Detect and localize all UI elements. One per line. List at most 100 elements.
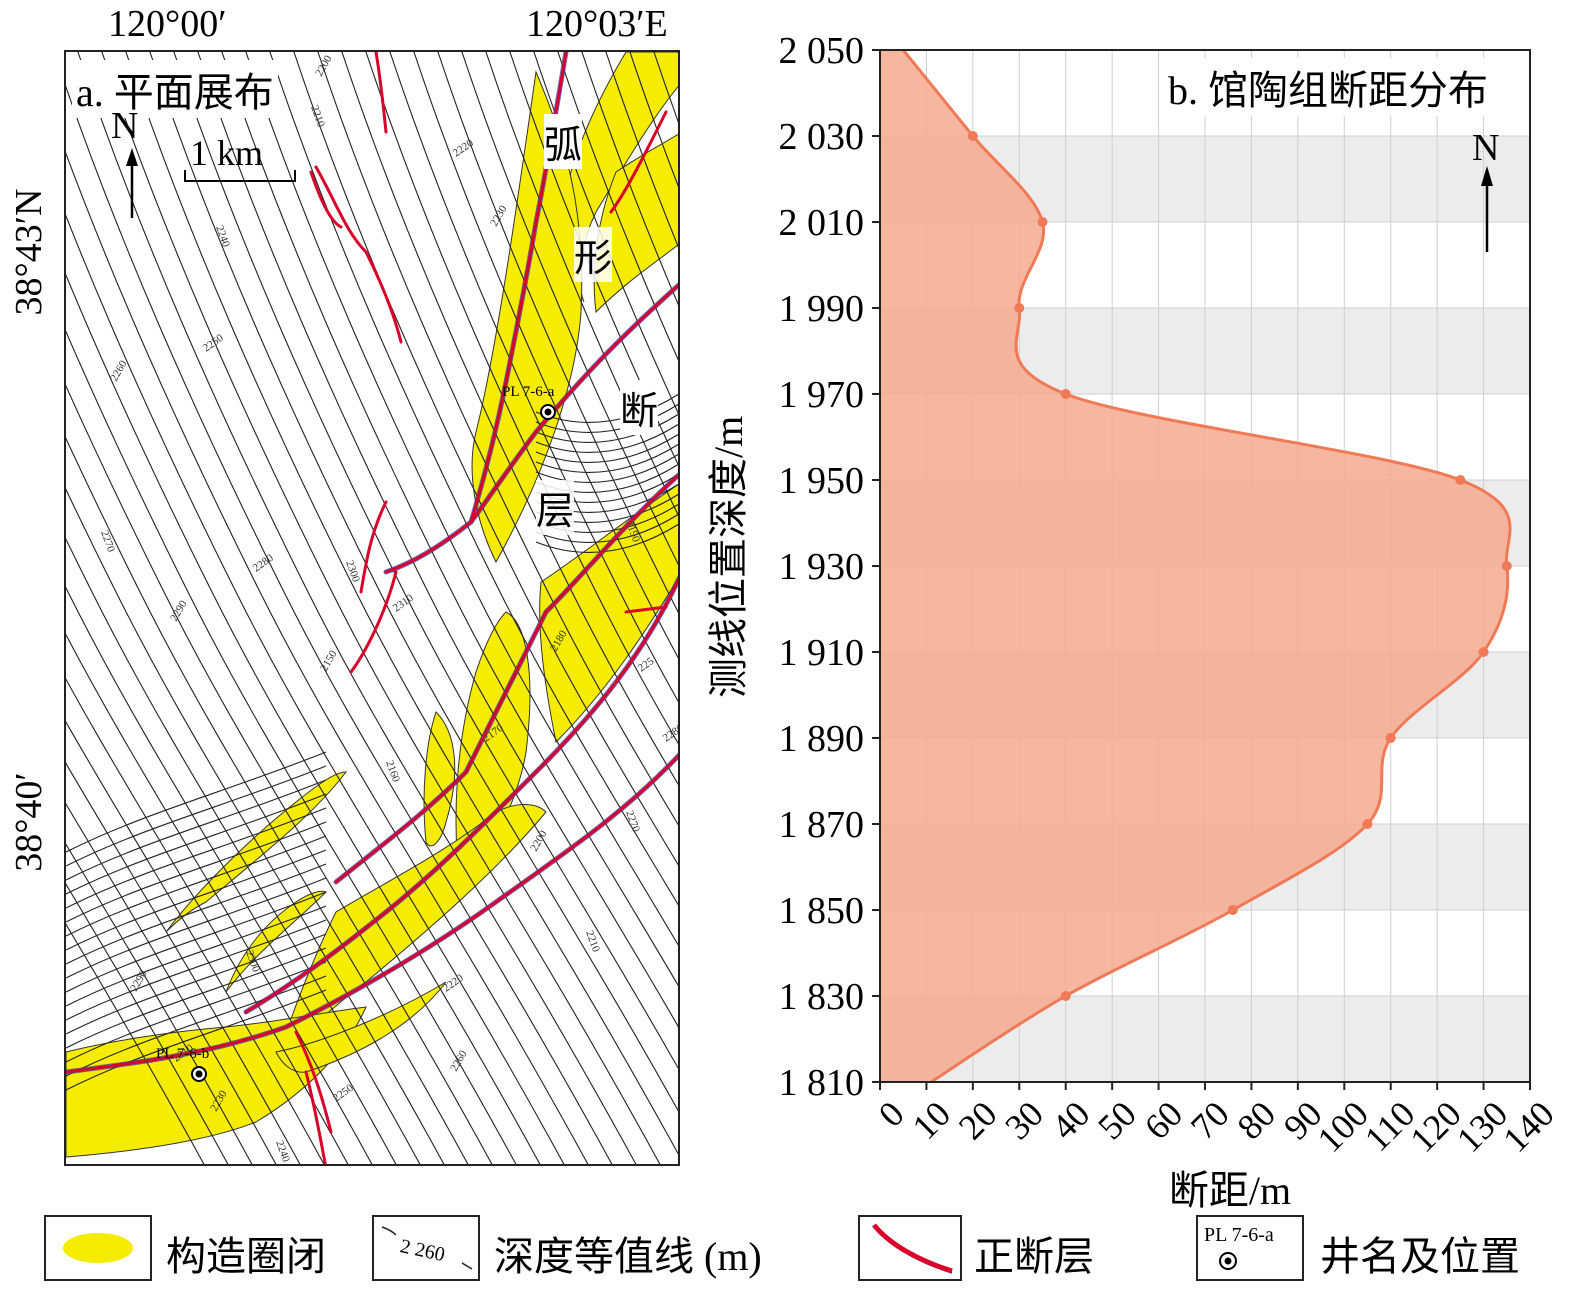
contour-line	[66, 384, 493, 1164]
scale-label: 1 km	[190, 133, 264, 173]
contour-line-dense	[66, 779, 327, 881]
contour-line-dense	[66, 751, 327, 853]
x-tick-label: 70	[1183, 1093, 1237, 1147]
well-a-label: PL 7-6-a	[502, 384, 555, 400]
fault-bottom-small-2	[304, 1070, 327, 1164]
y-tick-label: 2 030	[779, 116, 865, 158]
fault-upper-right-short	[609, 110, 668, 214]
contour-line	[389, 52, 678, 703]
contour-line	[197, 52, 678, 1028]
contour-line	[317, 52, 678, 826]
contour-line-dense	[66, 821, 327, 923]
fault-north-small-2	[314, 165, 403, 344]
y-tick-label: 1 890	[779, 718, 865, 760]
y-tick-label: 1 910	[779, 632, 865, 674]
contour-line	[77, 52, 637, 1164]
fault-bottom-small	[294, 1030, 333, 1134]
contour-line	[66, 843, 253, 1164]
contour-line	[66, 273, 541, 1164]
chart-y-axis-label: 测线位置深度/m	[706, 415, 751, 698]
contour-line-dense	[535, 453, 678, 483]
contour-line	[245, 52, 678, 946]
contour-line-dense	[535, 443, 678, 473]
series-point	[967, 131, 978, 141]
contour-line-dense	[535, 433, 678, 463]
well-a-marker	[540, 404, 556, 420]
contour-line	[269, 52, 678, 906]
map-panel: 2200 2210 2220 2230 2240 2250 2260 2270 2280 2290…	[64, 50, 680, 1166]
y-tick-label: 1 950	[779, 460, 865, 502]
series-point	[1227, 905, 1238, 915]
y-tick-label: 1 870	[779, 804, 865, 846]
series-area	[880, 50, 1511, 1082]
fault-mid-small-2	[349, 570, 398, 674]
series-point	[1455, 475, 1466, 485]
contour-line	[485, 52, 678, 516]
contour-line-dense	[66, 919, 327, 1021]
contour-line-dense	[66, 947, 327, 1049]
y-tick-label: 1 930	[779, 546, 865, 588]
contour-line-dense	[66, 891, 327, 993]
contour-line	[341, 52, 678, 786]
north-arrow-a	[126, 148, 138, 223]
contour-line-dense	[66, 933, 327, 1035]
series-point	[1060, 389, 1071, 399]
series-point	[1385, 733, 1396, 743]
lon-left-label: 120°00′	[108, 3, 227, 45]
closure-small-center	[423, 711, 456, 847]
contour-line-dense	[535, 423, 678, 453]
fault-north-small-3	[309, 170, 343, 229]
contour-line	[66, 85, 613, 1164]
series-point	[1478, 647, 1489, 657]
chart-title: b. 馆陶组断距分布	[1168, 58, 1488, 116]
y-tick-label: 2 050	[779, 30, 865, 72]
x-tick-label: 20	[951, 1093, 1005, 1147]
fault-south-long	[66, 754, 678, 1074]
contour-line	[581, 52, 678, 306]
chart-x-axis-label: 断距/m	[1168, 1168, 1292, 1213]
contour-line-dense	[66, 849, 327, 951]
closure-well-b	[66, 1006, 367, 1158]
contour-line	[461, 52, 678, 566]
contour-line	[605, 52, 678, 248]
contour-line-dense	[535, 523, 678, 553]
contour-line-dense	[66, 877, 327, 979]
contour-line	[66, 803, 277, 1164]
legend-swatch-fault	[858, 1215, 962, 1281]
well-b-marker	[191, 1066, 207, 1082]
contour-line	[437, 52, 678, 613]
fault-southwest-2	[334, 770, 468, 884]
fault-north-small-1	[374, 52, 388, 134]
contour-line	[66, 633, 373, 1164]
lon-right-label: 120°03′E	[526, 3, 668, 45]
contour-line	[557, 52, 678, 361]
contour-line-dense	[66, 793, 327, 895]
contour-line	[66, 586, 397, 1164]
contour-line	[66, 923, 205, 1164]
series-point	[1501, 561, 1512, 571]
north-arrow-b	[1481, 166, 1493, 257]
contour-line	[66, 152, 589, 1164]
map-title: a. 平面展布	[72, 60, 278, 118]
fault-ne-branch	[469, 283, 678, 524]
y-tick-label: 1 850	[779, 890, 865, 932]
contour-line-dense	[66, 863, 327, 965]
legend-swatch-closure	[44, 1215, 152, 1281]
fault-center-1	[464, 473, 678, 774]
contour-line	[221, 52, 678, 987]
y-tick-label: 1 970	[779, 374, 865, 416]
y-tick-label: 1 810	[779, 1062, 865, 1104]
x-tick-label: 30	[997, 1093, 1051, 1147]
contour-line-dense	[66, 961, 327, 1063]
contour-line	[66, 214, 565, 1164]
y-tick-label: 1 990	[779, 288, 865, 330]
contour-line	[293, 52, 678, 866]
chart-area	[880, 49, 1512, 1084]
offset-chart: 1 810 1 830 1 850 1 870 1 890 1 910 1 930 1 950…	[779, 30, 1562, 1160]
contour-line	[66, 538, 421, 1164]
contour-line	[66, 721, 325, 1164]
fault-label-char-4: 层	[536, 480, 575, 535]
north-label-a: N	[111, 105, 139, 147]
x-tick-label: 80	[1229, 1093, 1283, 1147]
contour-group	[66, 52, 678, 1164]
